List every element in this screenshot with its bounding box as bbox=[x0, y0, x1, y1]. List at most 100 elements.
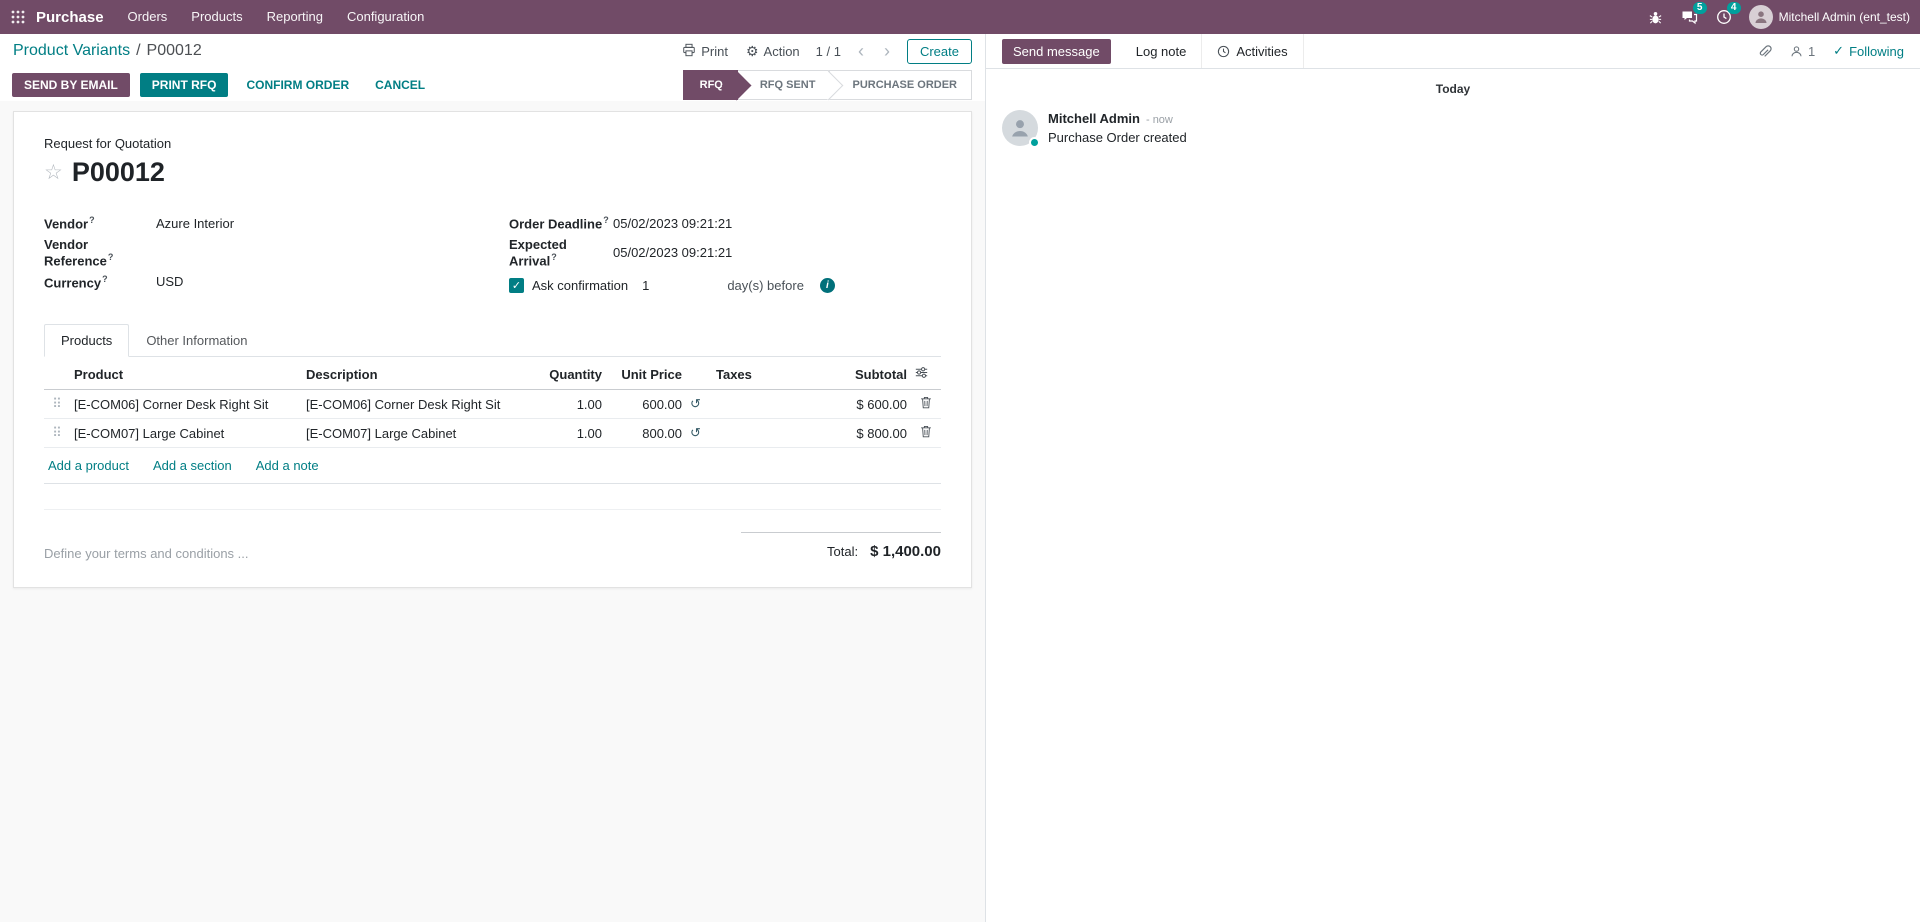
col-taxes[interactable]: Taxes bbox=[712, 357, 807, 391]
apps-grid-icon[interactable] bbox=[0, 0, 36, 34]
user-name[interactable]: Mitchell Admin (ent_test) bbox=[1778, 10, 1910, 24]
reminder-days-value[interactable]: 1 bbox=[642, 278, 650, 294]
tab-products[interactable]: Products bbox=[44, 324, 130, 358]
print-label: Print bbox=[701, 43, 728, 59]
delete-line-icon[interactable] bbox=[911, 418, 941, 449]
add-a-note-link[interactable]: Add a note bbox=[255, 458, 319, 474]
line-unit-price[interactable]: 800.00 bbox=[606, 418, 686, 449]
messages-badge: 5 bbox=[1692, 2, 1707, 14]
form-sheet-area: Request for Quotation ☆ P00012 Vendor? A… bbox=[0, 101, 985, 922]
col-product[interactable]: Product bbox=[70, 357, 302, 391]
gear-icon: ⚙ bbox=[745, 42, 759, 59]
clock-icon bbox=[1217, 45, 1230, 58]
message-author-avatar[interactable] bbox=[1002, 110, 1040, 148]
field-expected-arrival: Expected Arrival? 05/02/2023 09:21:21 bbox=[509, 237, 941, 268]
send-message-button[interactable]: Send message bbox=[1002, 38, 1111, 64]
print-button[interactable]: Print bbox=[680, 41, 730, 62]
state-rfq-sent[interactable]: RFQ SENT bbox=[737, 69, 831, 100]
line-subtotal: $ 800.00 bbox=[807, 418, 911, 449]
field-vendor: Vendor? Azure Interior bbox=[44, 210, 509, 237]
message-author[interactable]: Mitchell Admin bbox=[1048, 111, 1140, 126]
field-ask-confirmation: ✓ Ask confirmation 1 day(s) before i bbox=[509, 272, 941, 299]
app-name[interactable]: Purchase bbox=[36, 8, 104, 26]
chatter-message: Mitchell Admin - now Purchase Order crea… bbox=[986, 108, 1920, 148]
statusbar: SEND BY EMAIL PRINT RFQ CONFIRM ORDER CA… bbox=[0, 68, 985, 101]
col-quantity[interactable]: Quantity bbox=[522, 357, 606, 391]
field-currency: Currency? USD bbox=[44, 268, 509, 295]
activities-label: Activities bbox=[1236, 43, 1288, 59]
delete-line-icon[interactable] bbox=[911, 389, 941, 420]
form-subtitle: Request for Quotation bbox=[44, 136, 172, 151]
message-time: - now bbox=[1145, 114, 1173, 126]
line-unit-price[interactable]: 600.00 bbox=[606, 389, 686, 420]
debug-icon[interactable] bbox=[1639, 0, 1672, 34]
line-description[interactable]: [E-COM07] Large Cabinet bbox=[302, 418, 522, 449]
vendor-value[interactable]: Azure Interior bbox=[156, 216, 235, 231]
nav-item-orders[interactable]: Orders bbox=[127, 9, 168, 24]
message-body: Purchase Order created bbox=[1048, 130, 1187, 145]
order-lines-table: Product Description Quantity Unit Price … bbox=[44, 357, 941, 449]
control-panel: Product Variants / P00012 bbox=[0, 34, 985, 68]
days-before-label: day(s) before bbox=[727, 278, 804, 294]
followers-count: 1 bbox=[1807, 43, 1816, 59]
table-header-row: Product Description Quantity Unit Price … bbox=[44, 357, 941, 391]
pager-previous-icon[interactable]: ‹ bbox=[855, 42, 867, 60]
line-quantity[interactable]: 1.00 bbox=[522, 389, 606, 420]
order-line-row[interactable]: ⠿ [E-COM06] Corner Desk Right Sit [E-COM… bbox=[44, 389, 941, 420]
order-deadline-value[interactable]: 05/02/2023 09:21:21 bbox=[613, 216, 733, 231]
activities-clock-icon[interactable]: 4 bbox=[1707, 0, 1741, 34]
add-a-section-link[interactable]: Add a section bbox=[152, 458, 232, 474]
drag-handle-icon[interactable]: ⠿ bbox=[44, 418, 70, 449]
ask-confirmation-label: Ask confirmation bbox=[532, 278, 629, 294]
help-icon: ? bbox=[603, 215, 609, 226]
attachment-icon[interactable] bbox=[1757, 44, 1772, 59]
cancel-button[interactable]: CANCEL bbox=[367, 73, 433, 97]
drag-handle-icon[interactable]: ⠿ bbox=[44, 389, 70, 420]
nav-item-reporting[interactable]: Reporting bbox=[266, 9, 323, 24]
pager: 1 / 1 bbox=[815, 43, 841, 59]
optional-columns-icon[interactable] bbox=[911, 357, 941, 391]
log-note-button[interactable]: Log note bbox=[1121, 34, 1203, 68]
messages-icon[interactable]: 5 bbox=[1672, 0, 1707, 34]
send-by-email-button[interactable]: SEND BY EMAIL bbox=[12, 72, 130, 97]
print-rfq-button[interactable]: PRINT RFQ bbox=[139, 72, 229, 97]
terms-placeholder[interactable]: Define your terms and conditions ... bbox=[44, 546, 249, 562]
line-quantity[interactable]: 1.00 bbox=[522, 418, 606, 449]
help-icon: ? bbox=[89, 215, 95, 226]
col-subtotal[interactable]: Subtotal bbox=[807, 357, 911, 391]
state-purchase-order[interactable]: PURCHASE ORDER bbox=[830, 69, 972, 100]
order-line-row[interactable]: ⠿ [E-COM07] Large Cabinet [E-COM07] Larg… bbox=[44, 418, 941, 449]
vendor-label: Vendor? bbox=[44, 215, 95, 232]
user-avatar[interactable] bbox=[1748, 5, 1773, 29]
pager-next-icon[interactable]: › bbox=[881, 42, 893, 60]
confirm-order-button[interactable]: CONFIRM ORDER bbox=[238, 73, 357, 97]
col-description[interactable]: Description bbox=[302, 357, 522, 391]
price-history-icon[interactable]: ↺ bbox=[686, 389, 712, 420]
col-unit-price[interactable]: Unit Price bbox=[606, 357, 686, 391]
line-description[interactable]: [E-COM06] Corner Desk Right Sit bbox=[302, 389, 522, 420]
ask-confirmation-checkbox[interactable]: ✓ bbox=[509, 278, 524, 294]
breadcrumb-parent[interactable]: Product Variants bbox=[13, 42, 131, 59]
action-button[interactable]: ⚙ Action bbox=[744, 41, 802, 62]
line-taxes[interactable] bbox=[712, 389, 807, 420]
online-status-dot bbox=[1029, 137, 1040, 148]
nav-item-configuration[interactable]: Configuration bbox=[346, 9, 425, 24]
create-button[interactable]: Create bbox=[906, 38, 972, 64]
chatter-toolbar: Send message Log note Activities bbox=[986, 34, 1920, 69]
favorite-star-icon[interactable]: ☆ bbox=[44, 161, 63, 184]
add-a-product-link[interactable]: Add a product bbox=[48, 458, 129, 474]
followers-button[interactable]: 1 bbox=[1790, 44, 1815, 59]
help-icon: ? bbox=[107, 252, 114, 262]
line-product[interactable]: [E-COM06] Corner Desk Right Sit bbox=[70, 389, 302, 420]
line-taxes[interactable] bbox=[712, 418, 807, 449]
tab-other-information[interactable]: Other Information bbox=[146, 333, 248, 349]
currency-value[interactable]: USD bbox=[156, 274, 184, 290]
expected-arrival-value[interactable]: 05/02/2023 09:21:21 bbox=[613, 245, 733, 261]
price-history-icon[interactable]: ↺ bbox=[686, 418, 712, 449]
line-product[interactable]: [E-COM07] Large Cabinet bbox=[70, 418, 302, 449]
printer-icon bbox=[682, 43, 696, 60]
activities-button[interactable]: Activities bbox=[1202, 34, 1304, 68]
nav-item-products[interactable]: Products bbox=[191, 9, 243, 24]
following-button[interactable]: ✓ Following bbox=[1833, 43, 1904, 59]
state-rfq[interactable]: RFQ bbox=[682, 69, 738, 100]
